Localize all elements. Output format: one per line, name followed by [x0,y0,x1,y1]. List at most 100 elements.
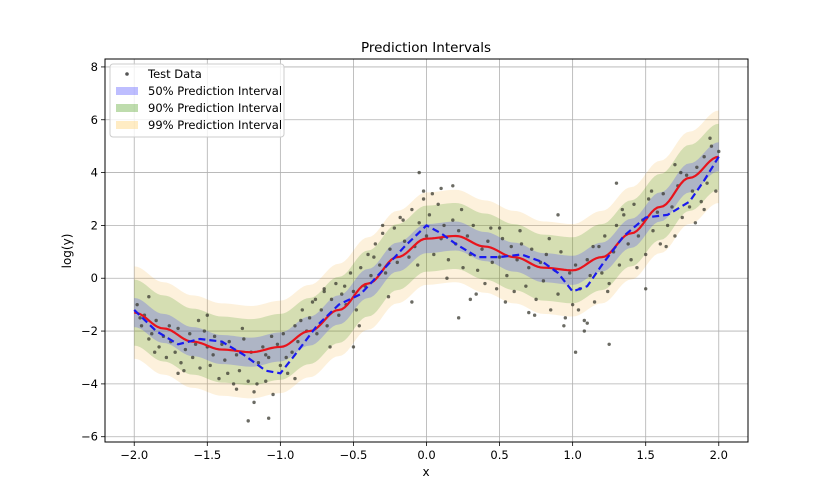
test-data-point [585,321,589,325]
test-data-point [658,242,663,246]
test-data-point [402,239,407,243]
test-data-point [293,324,297,328]
test-data-point [328,345,332,349]
test-data-point [293,376,297,381]
test-data-point [313,297,318,302]
test-data-point [702,207,706,212]
test-data-point [284,355,288,360]
test-data-point [465,234,470,238]
test-data-point [285,371,290,376]
test-data-point [164,355,169,360]
test-data-point [568,271,572,275]
test-data-point [138,316,142,320]
test-data-point [620,207,625,212]
test-data-point [679,170,683,175]
test-data-point [183,347,188,352]
legend-frame [109,63,285,138]
test-data-point [622,213,626,217]
test-data-point [512,289,516,294]
test-data-point [147,337,151,341]
test-data-point [490,260,494,265]
y-tick-label: −2 [81,324,98,338]
test-data-point [157,345,161,349]
x-tick-label: −1.5 [193,448,221,462]
test-data-point [559,250,563,254]
test-data-point [556,292,560,296]
test-data-point [255,382,259,386]
test-data-point [351,345,356,349]
test-data-point [451,218,455,222]
test-data-point [461,265,465,270]
test-data-point [388,247,392,251]
test-data-point [266,416,271,420]
x-tick-label: −1.0 [266,448,294,462]
test-data-point [196,318,201,323]
test-data-point [424,234,429,238]
test-data-point [366,252,370,257]
y-tick-label: 6 [91,113,98,127]
legend: Test Data 50% Prediction Interval 90% Pr… [109,63,285,138]
test-data-point [632,202,636,206]
test-data-point [562,324,566,328]
band-90-percent [134,123,719,386]
test-data-point [436,202,440,206]
test-data-point [563,316,568,320]
test-data-point [649,189,654,193]
test-data-point [519,242,524,246]
test-data-point [325,324,329,328]
test-data-point [231,382,236,386]
test-data-point [410,207,414,212]
test-data-point [614,223,619,228]
test-data-point [588,273,592,278]
test-data-point [635,265,639,270]
test-data-point [310,300,315,304]
test-data-point [227,339,231,344]
test-data-point [451,184,455,188]
test-data-point [337,313,341,317]
test-data-point [468,297,473,302]
test-data-point [208,363,212,368]
test-data-point [532,313,537,317]
legend-label-50: 50% Prediction Interval [148,84,282,98]
test-data-point [607,342,611,346]
test-data-point [147,295,151,299]
test-data-point [695,165,699,169]
test-data-point [684,173,689,177]
test-data-point [544,252,549,257]
x-tick-label: 2.0 [710,448,728,462]
x-axis-label: x [422,465,429,479]
test-data-point [264,353,268,357]
test-data-point [518,228,522,233]
test-data-point [714,189,718,193]
test-data-point [322,287,326,291]
test-data-point [607,281,611,286]
test-data-point [173,350,177,354]
test-data-point [372,255,376,259]
test-data-point [442,223,446,228]
test-data-point [242,337,246,341]
test-data-point [392,226,397,230]
test-data-point [446,258,451,262]
chart-title: Prediction Intervals [361,40,491,56]
test-data-point [348,271,353,275]
test-data-point [154,318,158,323]
test-data-point [629,258,633,262]
test-data-point [278,363,283,368]
test-data-point [167,324,171,328]
test-data-point [439,186,443,191]
test-data-point [680,215,684,220]
test-data-point [702,155,706,159]
y-tick-label: −6 [81,430,98,444]
test-data-point [135,302,139,307]
test-data-point [576,308,581,312]
test-data-point [500,236,505,241]
test-data-point [489,226,493,230]
test-data-point [300,308,304,312]
test-data-point [497,226,502,230]
legend-swatch-50 [116,87,138,95]
y-tick-label: 4 [91,166,98,180]
test-data-point [299,318,303,323]
test-data-point [342,284,347,288]
test-data-point [582,329,587,333]
test-data-point [256,361,261,365]
